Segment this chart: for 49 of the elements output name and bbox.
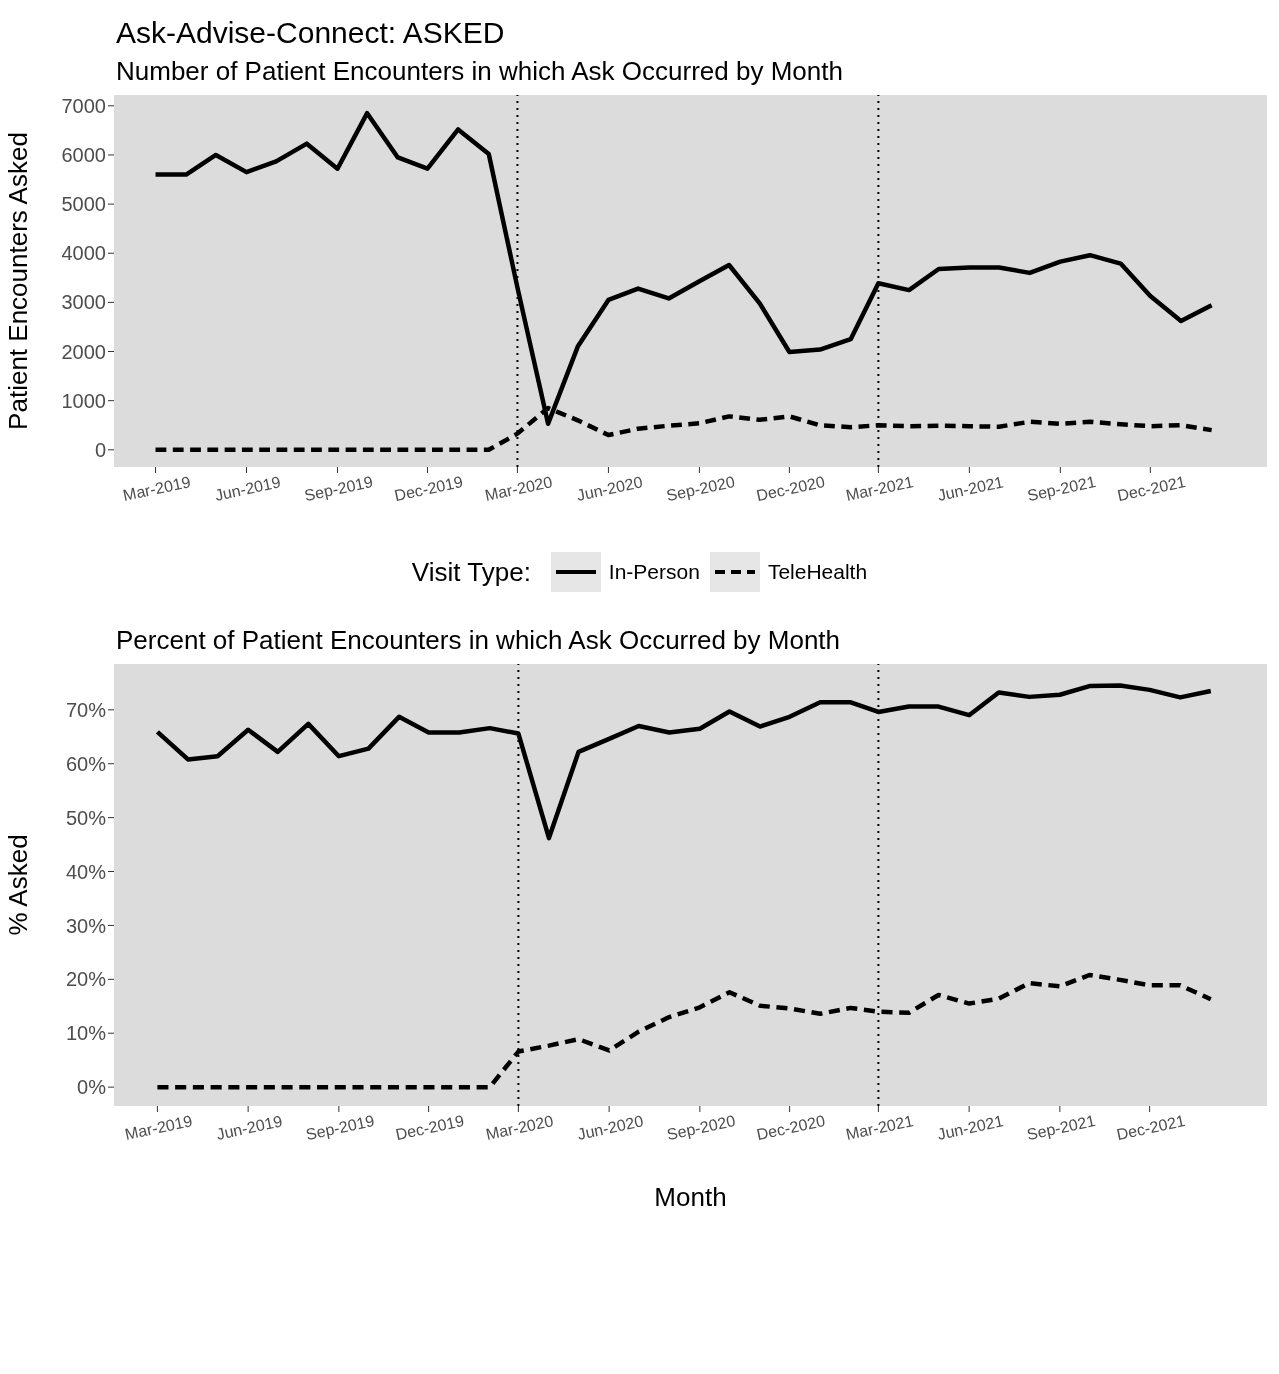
x-tick-label: Sep-2020 bbox=[664, 473, 737, 505]
x-tick-label: Sep-2019 bbox=[304, 1112, 376, 1144]
x-tick-label: Dec-2019 bbox=[392, 473, 465, 505]
x-tick-label: Jun-2019 bbox=[213, 473, 283, 504]
x-axis-title: Month bbox=[654, 1182, 727, 1212]
y-tick-label: 1000 bbox=[61, 389, 106, 412]
x-tick-label: Jun-2020 bbox=[575, 473, 645, 504]
x-tick-label: Mar-2021 bbox=[844, 1112, 915, 1144]
legend-label: In-Person bbox=[608, 560, 700, 584]
chart-title: Ask-Advise-Connect: ASKED bbox=[115, 15, 506, 50]
y-tick-label: 0% bbox=[77, 1076, 107, 1099]
x-tick-label: Sep-2019 bbox=[302, 473, 375, 505]
y-tick-label: 60% bbox=[65, 752, 107, 775]
y-tick-label: 7000 bbox=[61, 94, 106, 117]
x-tick-label: Jun-2019 bbox=[214, 1112, 284, 1143]
y-axis-title: % Asked bbox=[3, 834, 34, 936]
x-tick-label: Dec-2021 bbox=[1115, 1112, 1187, 1144]
legend-label: TeleHealth bbox=[767, 560, 868, 584]
x-tick-label: Mar-2019 bbox=[123, 1112, 194, 1144]
x-tick-label: Dec-2020 bbox=[755, 1112, 827, 1144]
x-tick-label: Jun-2020 bbox=[575, 1112, 645, 1143]
x-tick-label: Jun-2021 bbox=[936, 473, 1006, 504]
y-tick-label: 0 bbox=[94, 438, 106, 461]
y-tick-label: 70% bbox=[65, 698, 107, 721]
y-tick-label: 10% bbox=[65, 1022, 107, 1045]
y-tick-label: 3000 bbox=[61, 291, 106, 314]
x-tick-label: Dec-2020 bbox=[754, 473, 827, 505]
x-tick-label: Dec-2021 bbox=[1115, 473, 1188, 505]
x-tick-label: Mar-2020 bbox=[484, 1112, 555, 1144]
y-tick-label: 50% bbox=[65, 806, 107, 829]
y-tick-label: 5000 bbox=[61, 193, 106, 216]
y-tick-label: 4000 bbox=[61, 242, 106, 265]
y-tick-label: 20% bbox=[65, 968, 107, 991]
x-tick-label: Mar-2021 bbox=[844, 473, 915, 505]
y-tick-label: 30% bbox=[65, 914, 107, 937]
x-tick-label: Sep-2020 bbox=[665, 1112, 737, 1144]
x-tick-label: Mar-2019 bbox=[121, 473, 193, 505]
chart-subtitle: Number of Patient Encounters in which Ask Occurred by Month bbox=[115, 55, 844, 87]
legend-title: Visit Type: bbox=[411, 556, 531, 588]
chart-title: Percent of Patient Encounters in which Ask Occurred by Month bbox=[115, 624, 842, 656]
x-tick-label: Sep-2021 bbox=[1025, 1112, 1097, 1144]
y-tick-label: 6000 bbox=[61, 144, 106, 167]
y-tick-label: 40% bbox=[65, 860, 107, 883]
x-tick-label: Jun-2021 bbox=[935, 1112, 1005, 1143]
y-tick-label: 2000 bbox=[61, 340, 106, 363]
y-axis-title: Patient Encounters Asked bbox=[3, 132, 34, 430]
x-tick-label: Sep-2021 bbox=[1025, 473, 1098, 505]
x-tick-label: Mar-2020 bbox=[483, 473, 554, 505]
x-tick-label: Dec-2019 bbox=[394, 1112, 466, 1144]
